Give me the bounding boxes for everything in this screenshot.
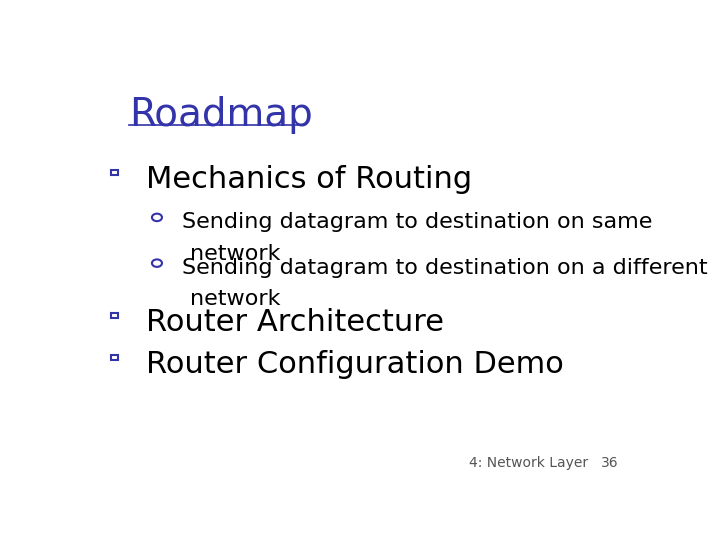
Text: Sending datagram to destination on same: Sending datagram to destination on same	[182, 212, 652, 232]
Text: Roadmap: Roadmap	[129, 96, 312, 134]
Text: Mechanics of Routing: Mechanics of Routing	[145, 165, 472, 194]
Bar	[112, 170, 118, 174]
Text: Router Architecture: Router Architecture	[145, 308, 444, 337]
Text: network: network	[190, 289, 281, 309]
Text: 4: Network Layer: 4: Network Layer	[469, 456, 588, 470]
Text: Sending datagram to destination on a different: Sending datagram to destination on a dif…	[182, 258, 708, 278]
Bar	[112, 355, 118, 360]
Text: network: network	[190, 244, 281, 264]
Text: 36: 36	[600, 456, 618, 470]
Bar	[112, 313, 118, 318]
Text: Router Configuration Demo: Router Configuration Demo	[145, 349, 564, 379]
